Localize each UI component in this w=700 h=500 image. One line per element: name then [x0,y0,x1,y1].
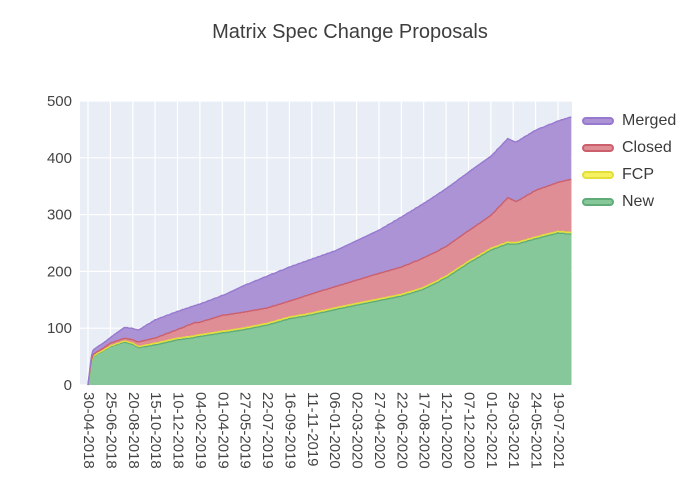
svg-text:24-05-2021: 24-05-2021 [528,392,545,469]
x-axis-ticks: 30-04-2018 25-06-2018 20-08-2018 15-10-2018… [80,392,567,469]
svg-text:07-12-2020: 07-12-2020 [461,392,478,469]
svg-text:400: 400 [47,150,72,167]
legend-item-closed[interactable]: Closed [582,134,676,161]
line-merged [87,116,572,386]
svg-text:17-08-2020: 17-08-2020 [416,392,433,469]
legend-item-merged[interactable]: Merged [582,107,676,134]
svg-text:500: 500 [47,93,72,110]
svg-text:22-06-2020: 22-06-2020 [393,392,410,469]
svg-text:02-03-2020: 02-03-2020 [349,392,366,469]
svg-text:19-07-2021: 19-07-2021 [550,392,567,469]
svg-text:01-04-2019: 01-04-2019 [214,392,231,469]
legend-item-new[interactable]: New [582,188,676,215]
svg-text:15-10-2018: 15-10-2018 [147,392,164,469]
svg-text:27-04-2020: 27-04-2020 [371,392,388,469]
legend-swatch-merged-icon [582,116,614,125]
line-fcp [87,230,572,386]
svg-text:06-01-2020: 06-01-2020 [326,392,343,469]
svg-text:16-09-2019: 16-09-2019 [281,392,298,469]
y-axis-ticks: 0 100 200 300 400 500 [47,93,72,394]
line-closed [87,178,572,386]
legend-label-fcp: FCP [622,165,654,183]
legend-swatch-new-icon [582,197,614,206]
legend-swatch-closed-icon [582,143,614,152]
legend-swatch-fcp-icon [582,170,614,179]
svg-text:25-06-2018: 25-06-2018 [102,392,119,469]
chart-title: Matrix Spec Change Proposals [212,21,488,43]
svg-text:12-10-2020: 12-10-2020 [438,392,455,469]
svg-text:20-08-2018: 20-08-2018 [125,392,142,469]
svg-text:29-03-2021: 29-03-2021 [505,392,522,469]
area-new[interactable] [88,232,572,385]
legend-item-fcp[interactable]: FCP [582,161,676,188]
svg-text:200: 200 [47,263,72,280]
legend: Merged Closed FCP New [582,107,676,215]
svg-text:100: 100 [47,320,72,337]
svg-text:300: 300 [47,207,72,224]
legend-label-merged: Merged [622,111,677,129]
svg-text:30-04-2018: 30-04-2018 [80,392,97,469]
svg-text:0: 0 [64,377,72,394]
svg-text:11-11-2019: 11-11-2019 [304,392,321,467]
svg-text:22-07-2019: 22-07-2019 [259,392,276,469]
svg-text:01-02-2021: 01-02-2021 [483,392,500,469]
svg-text:27-05-2019: 27-05-2019 [237,392,254,469]
legend-label-closed: Closed [622,138,672,156]
svg-text:10-12-2018: 10-12-2018 [170,392,187,469]
svg-text:04-02-2019: 04-02-2019 [192,392,209,469]
line-new [87,232,572,386]
legend-label-new: New [622,192,655,210]
